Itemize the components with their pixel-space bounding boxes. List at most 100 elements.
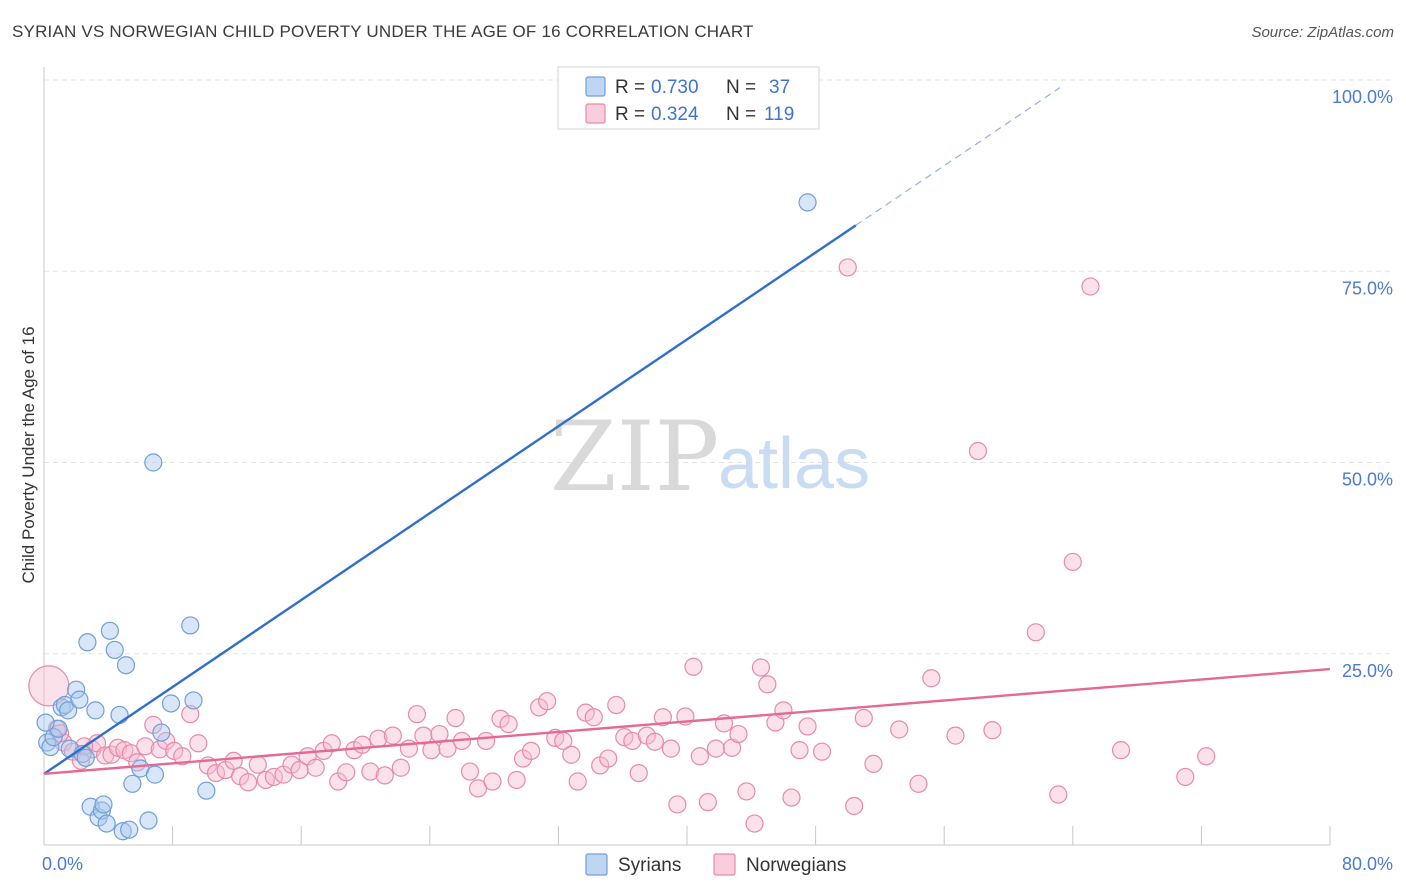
trend-line-norwegians: [43, 667, 1331, 776]
point-norwegians-86: [706, 739, 726, 758]
point-norwegians-55: [468, 779, 488, 798]
point-norwegians-85: [698, 793, 717, 812]
bottom-legend: Syrians Norwegians: [585, 853, 846, 876]
point-norwegians-32: [290, 760, 309, 780]
point-norwegians-38: [337, 763, 356, 782]
point-norwegians-111: [1049, 785, 1068, 804]
legend-r-value-syrians: 0.730: [651, 77, 699, 98]
bottom-legend-label-norwegians: Norwegians: [746, 855, 846, 876]
point-norwegians-106: [922, 669, 941, 688]
point-norwegians-83: [684, 657, 703, 676]
point-norwegians-80: [661, 739, 681, 758]
point-syrians-36: [36, 713, 55, 732]
legend-n-value-norwegians: 119: [764, 104, 794, 125]
point-syrians-30: [152, 723, 171, 742]
point-norwegians-11: [121, 744, 140, 763]
point-norwegians-105: [909, 774, 928, 793]
point-norwegians-13: [136, 737, 155, 756]
point-norwegians-93: [758, 675, 777, 694]
point-norwegians-108: [968, 441, 988, 461]
legend-swatch-syrians: [585, 76, 606, 97]
point-syrians-22: [113, 822, 132, 841]
chart-title: SYRIAN VS NORWEGIAN CHILD POVERTY UNDER …: [12, 22, 754, 41]
point-syrians-11: [76, 748, 95, 767]
point-norwegians-4: [71, 751, 91, 770]
point-norwegians-84: [690, 747, 709, 766]
point-norwegians-57: [483, 772, 502, 791]
point-syrians-6: [59, 701, 78, 720]
point-norwegians-49: [422, 741, 441, 760]
point-norwegians-41: [361, 762, 380, 781]
point-syrians-19: [100, 621, 120, 640]
tick-labels-layer: 25.0% 50.0% 75.0% 100.0% 0.0% 80.0%: [42, 87, 1393, 874]
point-syrians-33: [184, 691, 203, 710]
legend-r-value-norwegians: 0.324: [651, 104, 699, 125]
bottom-legend-label-syrians: Syrians: [618, 855, 681, 876]
x-tick-label-0: 0.0%: [42, 854, 83, 874]
point-norwegians-79: [653, 708, 672, 727]
y-tick-label-2: 75.0%: [1342, 278, 1393, 298]
bottom-legend-swatch-norwegians: [713, 853, 736, 876]
point-syrians-25: [123, 774, 142, 793]
point-norwegians-90: [737, 782, 756, 801]
grid-layer: [44, 79, 1390, 655]
legend-r-label-syrians: R =: [615, 77, 645, 98]
x-tick-label-1: 80.0%: [1342, 854, 1393, 874]
point-norwegians-44: [383, 726, 402, 745]
point-norwegians-72: [599, 749, 618, 768]
watermark: ZIP atlas: [550, 401, 870, 513]
watermark-zip: ZIP: [550, 401, 719, 513]
point-norwegians-52: [446, 708, 465, 728]
point-norwegians-60: [507, 770, 526, 790]
legend-n-label-syrians: N =: [726, 77, 756, 98]
point-syrians-34: [197, 781, 216, 800]
point-syrians-32: [181, 616, 200, 635]
point-syrians-27: [139, 811, 158, 830]
point-syrians-9: [70, 690, 89, 709]
point-norwegians-103: [864, 754, 883, 774]
point-norwegians-68: [568, 772, 587, 791]
point-norwegians-107: [946, 726, 965, 745]
point-norwegians-114: [1111, 741, 1131, 760]
point-syrians-20: [105, 640, 124, 660]
watermark-atlas: atlas: [718, 424, 870, 504]
point-norwegians-101: [845, 796, 864, 816]
point-norwegians-99: [812, 742, 832, 761]
point-syrians-35: [798, 193, 817, 212]
point-norwegians-78: [645, 732, 664, 751]
point-norwegians-45: [391, 758, 410, 777]
point-norwegians-112: [1063, 552, 1082, 572]
point-norwegians-20: [189, 734, 208, 753]
legend-n-label-norwegians: N =: [726, 104, 756, 125]
y-axis-title: Child Poverty Under the Age of 16: [19, 326, 38, 583]
point-norwegians-98: [798, 717, 817, 736]
bottom-legend-swatch-syrians: [585, 853, 608, 876]
point-norwegians-70: [584, 708, 603, 727]
legend-r-label-norwegians: R =: [615, 104, 645, 125]
point-norwegians-92: [751, 658, 771, 677]
point-norwegians-56: [476, 731, 496, 751]
point-norwegians-110: [1026, 623, 1045, 642]
point-norwegians-47: [407, 705, 427, 724]
point-norwegians-43: [375, 766, 394, 785]
point-norwegians-76: [629, 763, 648, 783]
point-norwegians-62: [521, 741, 541, 761]
point-syrians-8: [67, 680, 86, 699]
legend-n-value-syrians: 37: [769, 77, 790, 98]
trend-lines-layer: [43, 87, 1331, 776]
legend-box: R = 0.730 N = 37 R = 0.324 N = 119: [557, 66, 820, 130]
trend-line-extension-syrians: [855, 87, 1061, 226]
point-syrians-21: [110, 705, 129, 725]
point-norwegians-104: [890, 720, 909, 739]
point-norwegians-116: [1176, 767, 1195, 787]
point-norwegians-96: [782, 788, 801, 807]
point-norwegians-89: [729, 724, 748, 744]
point-norwegians-73: [607, 695, 626, 715]
y-tick-label-0: 25.0%: [1342, 661, 1393, 681]
chart-source: Source: ZipAtlas.com: [1251, 24, 1394, 41]
point-norwegians-36: [322, 734, 341, 753]
point-norwegians-97: [790, 741, 809, 760]
point-syrians-1: [41, 737, 60, 757]
point-norwegians-81: [668, 795, 687, 814]
